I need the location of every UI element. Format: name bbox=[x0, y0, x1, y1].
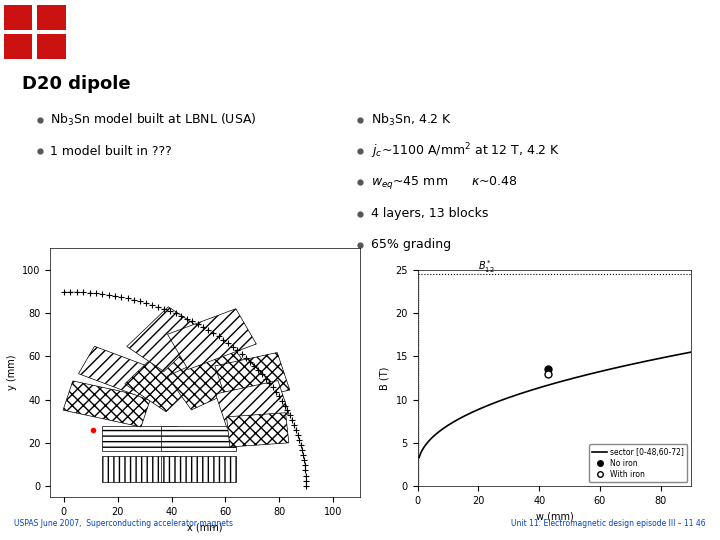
Line: sector [0-48,60-72]: sector [0-48,60-72] bbox=[419, 352, 691, 457]
Text: $w_{eq}$~45 mm      $\kappa$~0.48: $w_{eq}$~45 mm $\kappa$~0.48 bbox=[371, 174, 518, 191]
Polygon shape bbox=[102, 426, 177, 451]
Text: 1 model built in ???: 1 model built in ??? bbox=[50, 145, 172, 158]
sector [0-48,60-72] bbox=[664, 353, 672, 360]
Polygon shape bbox=[63, 381, 150, 427]
sector [0-48,60-72] bbox=[687, 349, 696, 355]
sector [0-48,60-72] bbox=[431, 431, 440, 438]
Polygon shape bbox=[215, 381, 289, 427]
Legend: sector [0-48,60-72], No iron, With iron: sector [0-48,60-72], No iron, With iron bbox=[589, 444, 688, 482]
Text: Nb$_3$Sn, 4.2 K: Nb$_3$Sn, 4.2 K bbox=[371, 112, 451, 128]
FancyBboxPatch shape bbox=[37, 34, 66, 59]
Text: USPAS June 2007,  Superconducting accelerator magnets: USPAS June 2007, Superconducting acceler… bbox=[14, 519, 233, 528]
Polygon shape bbox=[78, 346, 168, 401]
sector [0-48,60-72] bbox=[487, 401, 496, 407]
sector [0-48,60-72] bbox=[426, 436, 434, 443]
Text: D20 dipole: D20 dipole bbox=[22, 76, 130, 93]
Text: 4 layers, 13 blocks: 4 layers, 13 blocks bbox=[371, 207, 488, 220]
Polygon shape bbox=[125, 345, 207, 411]
FancyBboxPatch shape bbox=[4, 34, 32, 59]
sector [0-48,60-72] bbox=[673, 352, 682, 358]
Text: Unit 11: Electromagnetic design episode III – 11 46: Unit 11: Electromagnetic design episode … bbox=[511, 519, 706, 528]
Polygon shape bbox=[161, 426, 236, 451]
Polygon shape bbox=[167, 346, 257, 410]
Text: $j_c$~1100 A/mm$^2$ at 12 T, 4.2 K: $j_c$~1100 A/mm$^2$ at 12 T, 4.2 K bbox=[371, 141, 560, 161]
sector [0-48,60-72] bbox=[465, 410, 474, 417]
Y-axis label: B (T): B (T) bbox=[380, 366, 390, 390]
Polygon shape bbox=[102, 456, 177, 482]
X-axis label: x (mm): x (mm) bbox=[187, 522, 223, 532]
FancyBboxPatch shape bbox=[37, 5, 66, 30]
Polygon shape bbox=[227, 413, 289, 447]
Polygon shape bbox=[215, 353, 289, 403]
X-axis label: w (mm): w (mm) bbox=[536, 511, 573, 521]
sector [0-48,60-72] bbox=[415, 454, 423, 461]
Text: 6.  A REVIEW OF DIPOLE LAY-OUTS: 6. A REVIEW OF DIPOLE LAY-OUTS bbox=[159, 21, 561, 41]
Polygon shape bbox=[161, 456, 236, 482]
Text: 65% grading: 65% grading bbox=[371, 238, 451, 251]
Text: $B^*_{12}$: $B^*_{12}$ bbox=[478, 258, 495, 275]
Polygon shape bbox=[127, 307, 205, 372]
FancyBboxPatch shape bbox=[4, 5, 32, 30]
Polygon shape bbox=[168, 309, 256, 369]
Text: Nb$_3$Sn model built at LBNL (USA): Nb$_3$Sn model built at LBNL (USA) bbox=[50, 112, 257, 128]
Y-axis label: y (mm): y (mm) bbox=[6, 355, 17, 390]
